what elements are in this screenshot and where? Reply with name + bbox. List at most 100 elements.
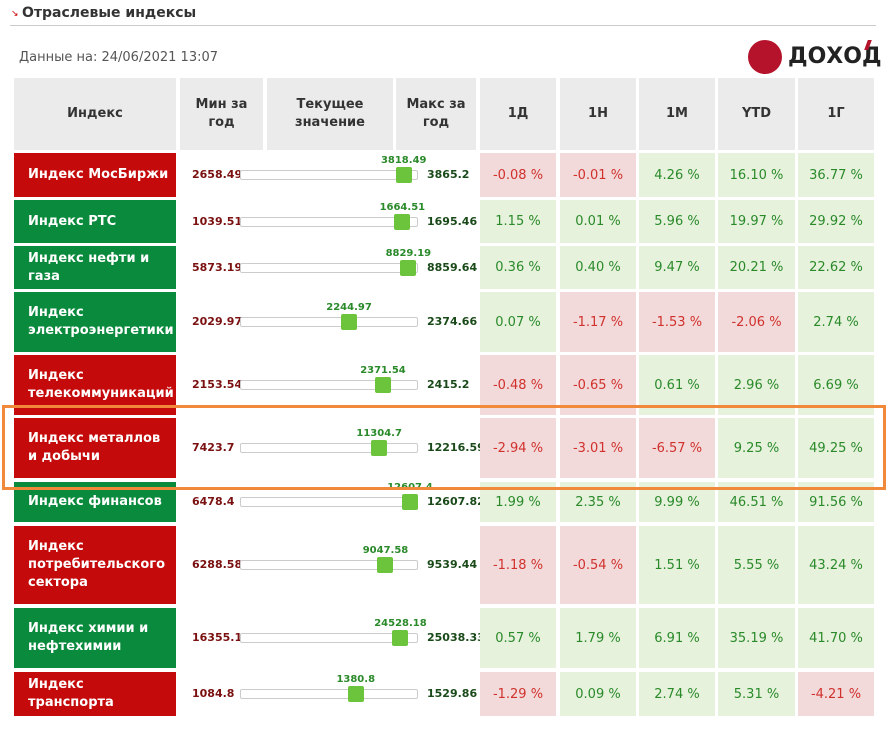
- range-track: [240, 497, 418, 507]
- change-value: 16.10 %: [718, 153, 795, 197]
- change-value: 5.31 %: [718, 672, 795, 716]
- max-value: 1695.46: [427, 214, 478, 228]
- change-value: 1.79 %: [560, 608, 636, 668]
- current-marker: [401, 494, 418, 510]
- column-header: Индекс: [14, 78, 176, 150]
- current-marker: [371, 440, 388, 456]
- min-value: 16355.18: [192, 631, 250, 644]
- index-name: Индекс потребительского сектора: [14, 526, 176, 604]
- current-marker: [395, 167, 412, 183]
- change-value: 0.57 %: [480, 608, 556, 668]
- change-value: -1.29 %: [480, 672, 556, 716]
- range-track: [240, 380, 418, 390]
- change-value: -2.06 %: [718, 292, 795, 352]
- max-value: 1529.86: [427, 687, 478, 700]
- current-marker: [392, 630, 409, 646]
- change-value: 0.09 %: [560, 672, 636, 716]
- column-header: Текущее значение: [267, 78, 393, 150]
- current-marker: [400, 259, 417, 276]
- range-track: [240, 262, 418, 273]
- change-value: 0.40 %: [560, 246, 636, 289]
- change-value: -1.53 %: [639, 292, 715, 352]
- index-name: Индекс металлов и добычи: [14, 418, 176, 478]
- change-value: 43.24 %: [798, 526, 874, 604]
- range-track: [240, 689, 418, 699]
- column-header: 1Г: [798, 78, 874, 150]
- range-track: [240, 443, 418, 453]
- current-marker: [374, 377, 391, 393]
- range-track: [240, 560, 418, 570]
- change-value: 35.19 %: [718, 608, 795, 668]
- current-marker: [341, 314, 358, 330]
- column-header: Мин за год: [180, 78, 263, 150]
- change-value: 49.25 %: [798, 418, 874, 478]
- current-value: 2244.97: [326, 302, 372, 313]
- change-value: -1.17 %: [560, 292, 636, 352]
- column-header: Макс за год: [396, 78, 476, 150]
- change-value: -2.94 %: [480, 418, 556, 478]
- current-value: 1380.8: [336, 674, 376, 685]
- current-value: 24528.18: [374, 618, 427, 629]
- current-marker: [347, 686, 364, 702]
- min-value: 1039.51: [192, 214, 243, 228]
- change-value: 0.01 %: [560, 200, 636, 243]
- range-track: [240, 170, 418, 180]
- change-value: 36.77 %: [798, 153, 874, 197]
- max-value: 9539.44: [427, 558, 478, 571]
- logo-icon: [748, 40, 782, 74]
- change-value: 2.74 %: [639, 672, 715, 716]
- current-value: 8829.19: [385, 247, 432, 259]
- change-value: -6.57 %: [639, 418, 715, 478]
- change-value: 4.26 %: [639, 153, 715, 197]
- change-value: 19.97 %: [718, 200, 795, 243]
- min-value: 2153.54: [192, 378, 243, 391]
- change-value: -0.01 %: [560, 153, 636, 197]
- index-name: Индекс электроэнергетики: [14, 292, 176, 352]
- index-name: Индекс нефти и газа: [14, 246, 176, 289]
- change-value: -3.01 %: [560, 418, 636, 478]
- min-value: 5873.19: [192, 260, 243, 274]
- max-value: 3865.2: [427, 168, 470, 181]
- change-value: -0.08 %: [480, 153, 556, 197]
- max-value: 12607.82: [427, 495, 485, 508]
- change-value: 5.55 %: [718, 526, 795, 604]
- current-value: 2371.54: [360, 365, 406, 376]
- range-track: [240, 317, 418, 327]
- index-name: Индекс химии и нефтехимии: [14, 608, 176, 668]
- index-name: Индекс транспорта: [14, 672, 176, 716]
- current-marker: [377, 557, 394, 573]
- change-value: 22.62 %: [798, 246, 874, 289]
- change-value: 6.91 %: [639, 608, 715, 668]
- change-value: -0.54 %: [560, 526, 636, 604]
- section-title: Отраслевые индексы: [22, 5, 197, 21]
- change-value: 9.25 %: [718, 418, 795, 478]
- range-track: [240, 633, 418, 643]
- min-value: 1084.8: [192, 687, 235, 700]
- change-value: 5.96 %: [639, 200, 715, 243]
- change-value: 0.07 %: [480, 292, 556, 352]
- current-value: 1664.51: [379, 201, 426, 213]
- min-value: 7423.7: [192, 441, 235, 454]
- index-name: Индекс РТС: [14, 200, 176, 243]
- max-value: 25038.33: [427, 631, 485, 644]
- change-value: -4.21 %: [798, 672, 874, 716]
- change-value: 1.15 %: [480, 200, 556, 243]
- current-value: 3818.49: [380, 155, 427, 166]
- min-value: 2658.49: [192, 168, 243, 181]
- max-value: 12216.59: [427, 441, 485, 454]
- index-name: Индекс МосБиржи: [14, 153, 176, 197]
- change-value: 0.36 %: [480, 246, 556, 289]
- change-value: 20.21 %: [718, 246, 795, 289]
- change-value: 41.70 %: [798, 608, 874, 668]
- column-header: 1Н: [560, 78, 636, 150]
- column-header: 1Д: [480, 78, 556, 150]
- max-value: 8859.64: [427, 260, 478, 274]
- current-value: 9047.58: [362, 545, 409, 556]
- change-value: -1.18 %: [480, 526, 556, 604]
- change-value: 1.51 %: [639, 526, 715, 604]
- max-value: 2374.66: [427, 315, 478, 328]
- change-value: 29.92 %: [798, 200, 874, 243]
- current-value: 11304.7: [356, 428, 402, 439]
- date-label: Данные на: 24/06/2021 13:07: [19, 50, 219, 65]
